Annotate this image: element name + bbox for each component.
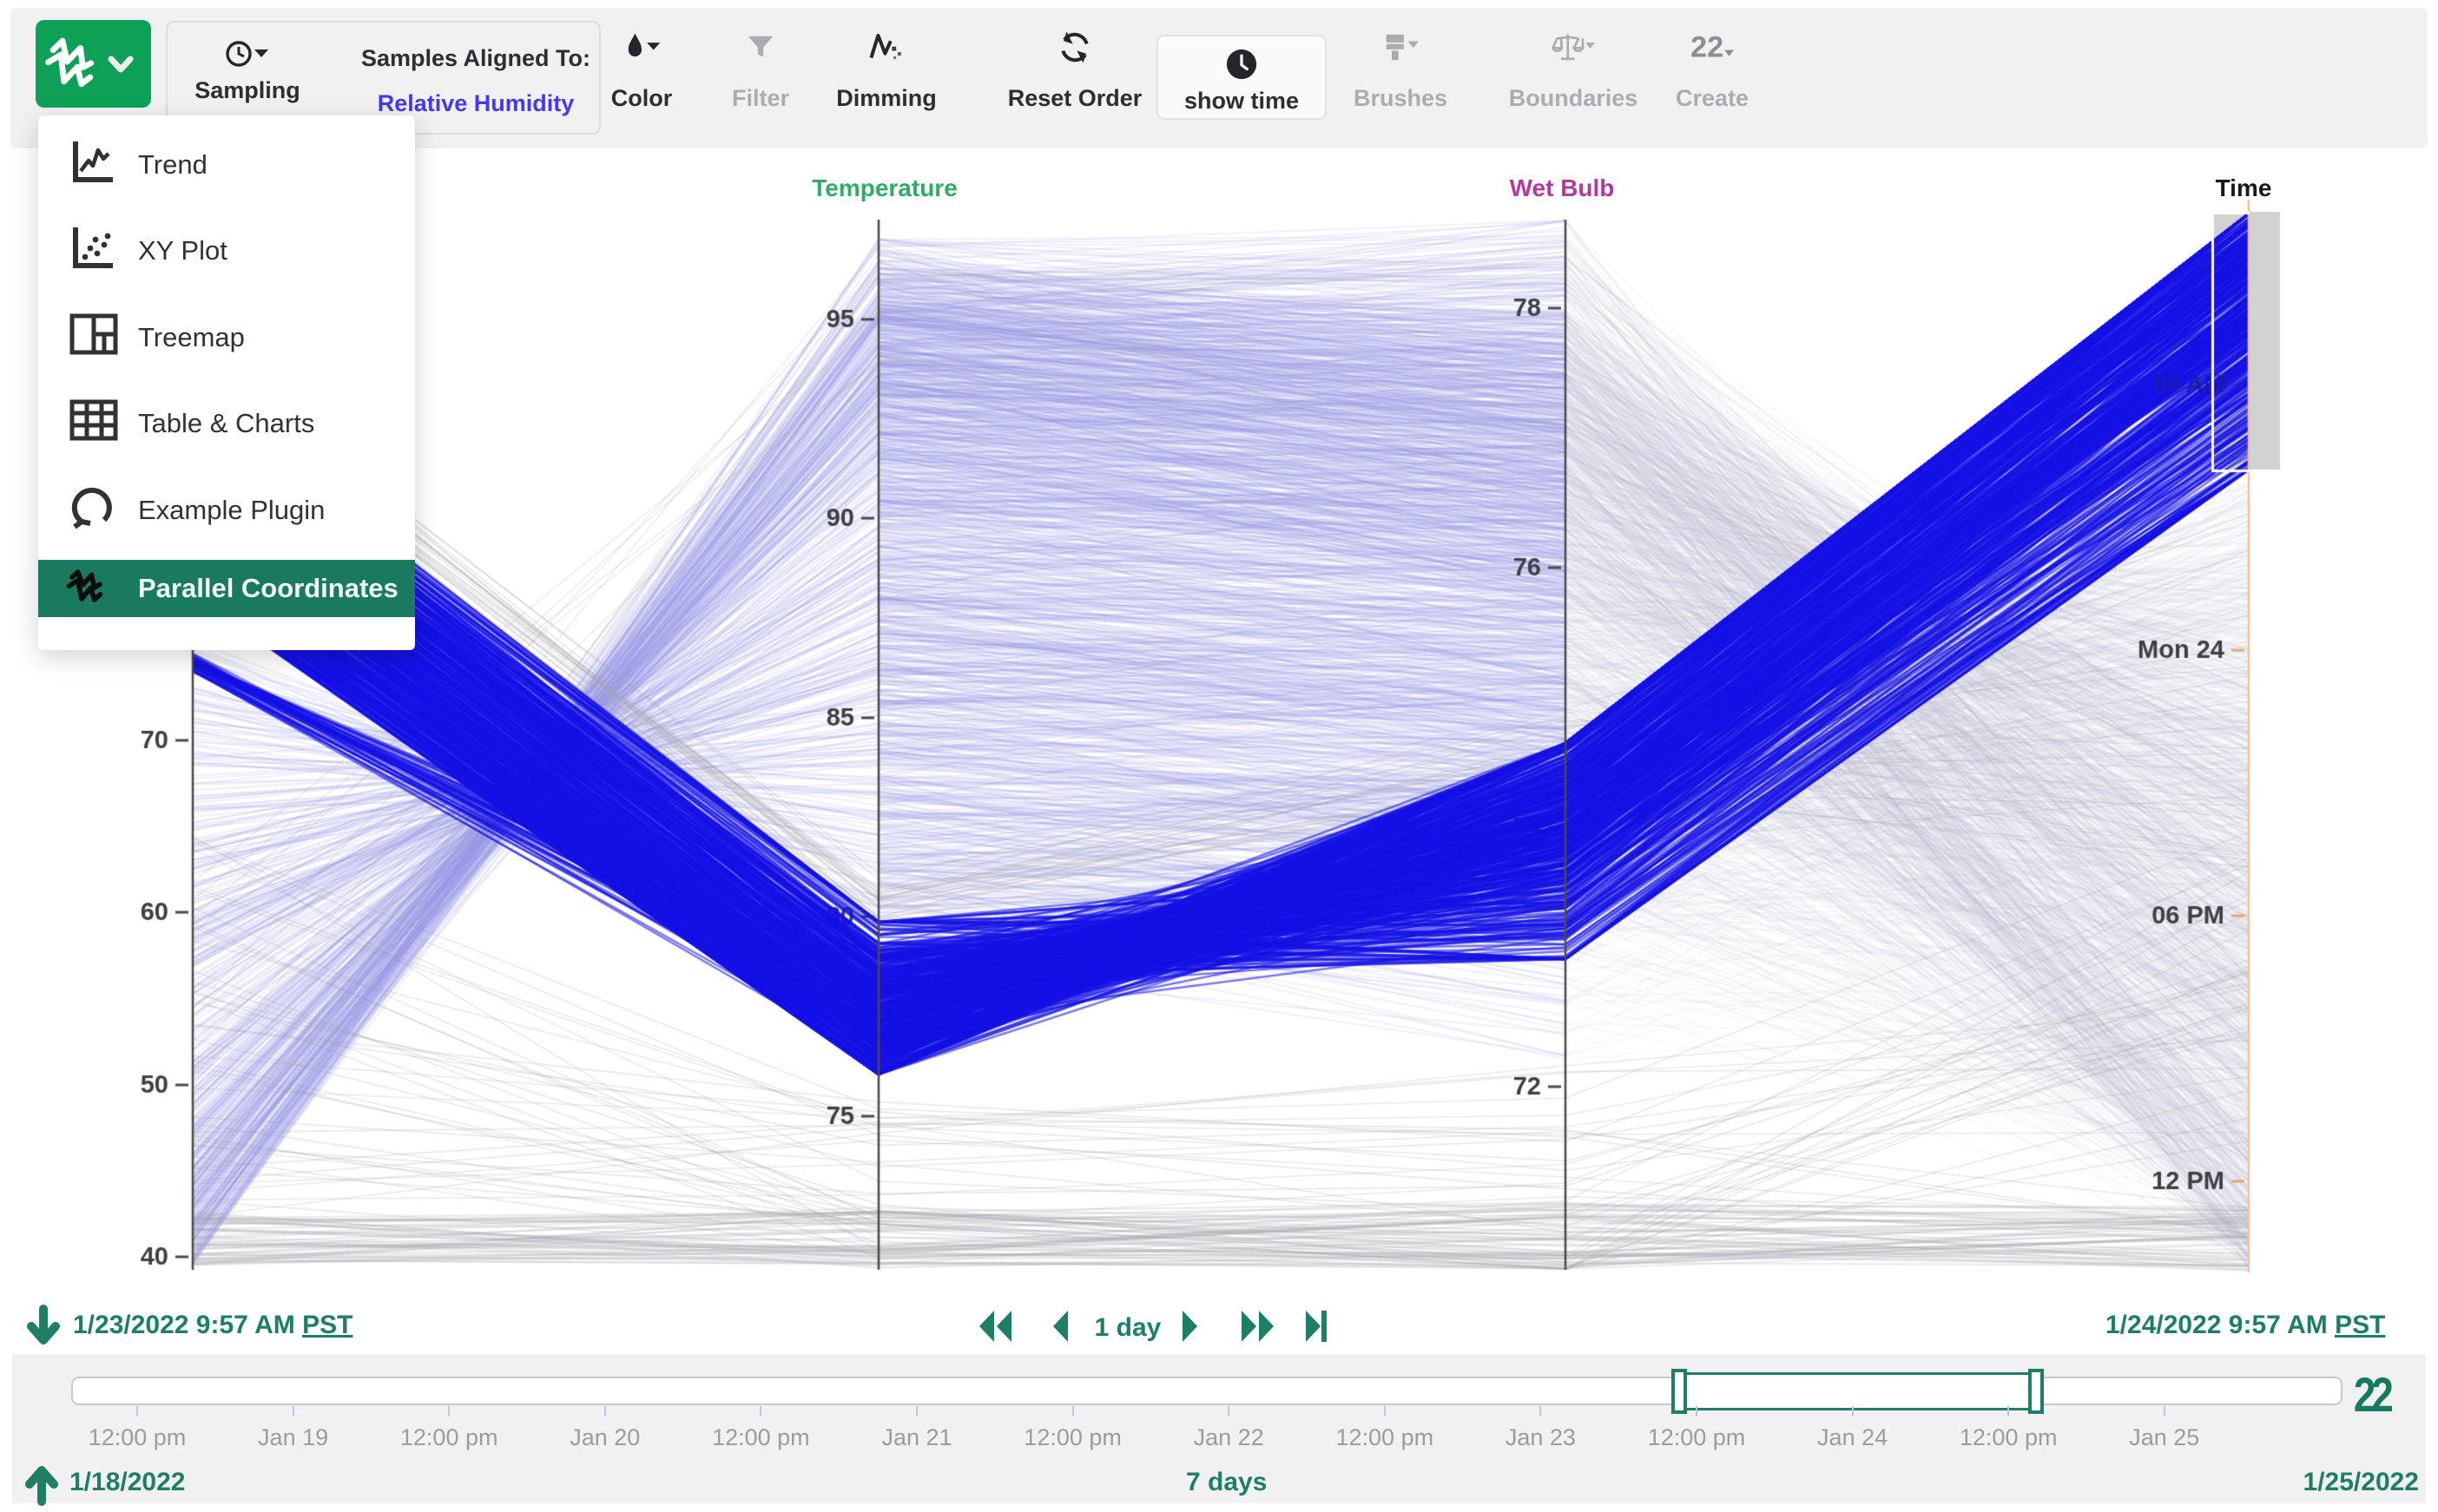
svg-text:22: 22	[1690, 31, 1723, 64]
svg-text:22: 22	[2354, 1373, 2393, 1417]
svg-text:1 day: 1 day	[1095, 1313, 1162, 1342]
